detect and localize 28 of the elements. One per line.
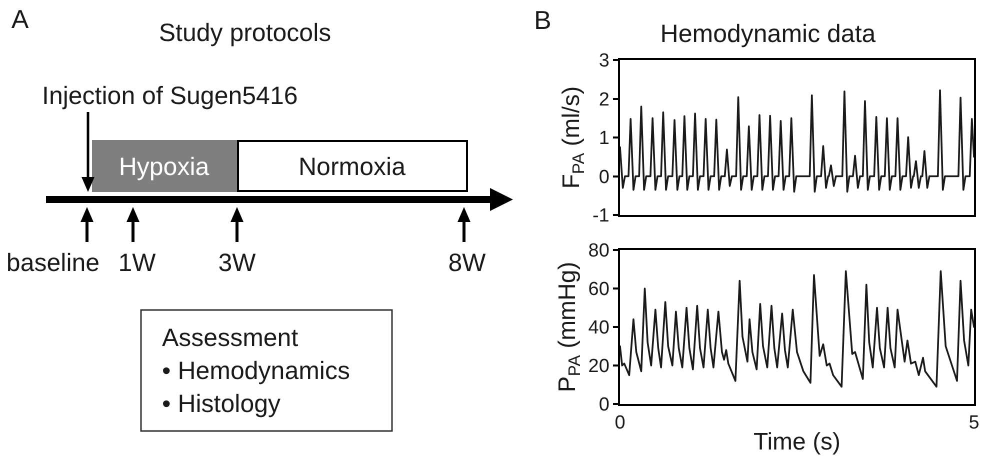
line-series — [620, 270, 974, 388]
text: 3W — [218, 249, 256, 277]
line-series — [620, 89, 974, 193]
text: B — [534, 5, 552, 35]
text: baseline — [6, 249, 100, 277]
y-tick-label: 3 — [598, 50, 610, 72]
text: 1W — [118, 249, 156, 277]
text: A — [11, 4, 30, 34]
chart-title: Hemodynamic data — [660, 20, 876, 48]
text: Injection of Sugen5416 — [42, 82, 298, 110]
y-tick-label: 20 — [588, 356, 610, 378]
text: Normoxia — [298, 153, 406, 181]
y-tick-label: 80 — [588, 240, 610, 262]
y-tick-label: 2 — [598, 89, 610, 110]
y-tick-label: 0 — [598, 166, 610, 188]
y-tick-label: -1 — [592, 206, 610, 227]
y-tick-label: 60 — [588, 279, 610, 300]
text: Assessment — [162, 324, 298, 352]
text: Hypoxia — [118, 153, 210, 181]
y-tick-label: 1 — [598, 128, 610, 150]
y-tick-label: 40 — [588, 318, 610, 339]
y-tick-label: 0 — [598, 394, 610, 416]
text: • Hemodynamics — [162, 357, 350, 385]
x-axis-title: Time (s) — [753, 428, 841, 456]
text: 8W — [448, 249, 486, 277]
text: Study protocols — [158, 19, 332, 47]
x-tick-label: 5 — [968, 412, 980, 434]
text: • Histology — [162, 390, 282, 418]
